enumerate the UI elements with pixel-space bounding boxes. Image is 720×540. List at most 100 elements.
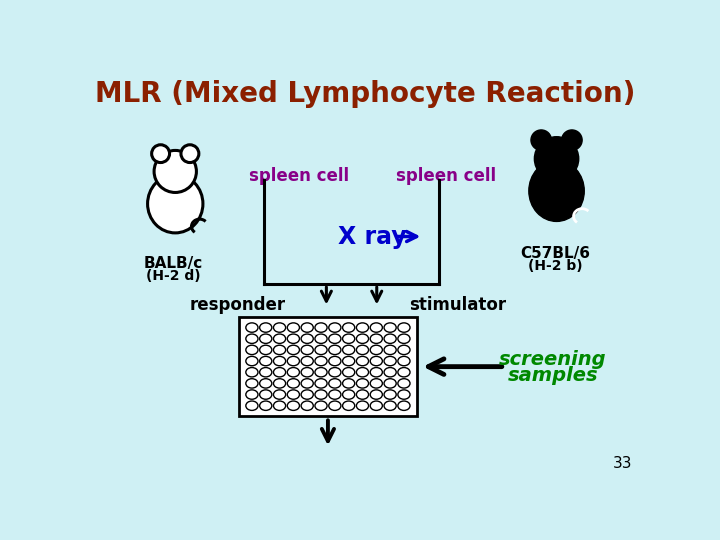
Ellipse shape [329, 390, 341, 399]
Ellipse shape [356, 345, 369, 355]
Ellipse shape [398, 401, 410, 410]
Ellipse shape [260, 334, 272, 343]
Ellipse shape [343, 345, 355, 355]
Ellipse shape [260, 401, 272, 410]
Ellipse shape [398, 323, 410, 332]
Ellipse shape [301, 379, 313, 388]
Ellipse shape [343, 356, 355, 366]
Ellipse shape [370, 323, 382, 332]
Ellipse shape [287, 401, 300, 410]
Ellipse shape [246, 368, 258, 377]
Ellipse shape [529, 160, 584, 221]
Ellipse shape [398, 390, 410, 399]
Ellipse shape [246, 390, 258, 399]
Ellipse shape [260, 345, 272, 355]
Text: X ray: X ray [338, 225, 407, 248]
Ellipse shape [260, 379, 272, 388]
Ellipse shape [356, 356, 369, 366]
Ellipse shape [329, 323, 341, 332]
Ellipse shape [398, 345, 410, 355]
Ellipse shape [356, 379, 369, 388]
Ellipse shape [148, 174, 203, 233]
Ellipse shape [315, 368, 327, 377]
Ellipse shape [315, 356, 327, 366]
Ellipse shape [343, 368, 355, 377]
Ellipse shape [343, 379, 355, 388]
Ellipse shape [370, 390, 382, 399]
Text: (H-2 b): (H-2 b) [528, 259, 582, 273]
Text: MLR (Mixed Lymphocyte Reaction): MLR (Mixed Lymphocyte Reaction) [95, 80, 635, 108]
Ellipse shape [398, 379, 410, 388]
Ellipse shape [287, 356, 300, 366]
Ellipse shape [274, 401, 286, 410]
Ellipse shape [315, 323, 327, 332]
Text: spleen cell: spleen cell [397, 167, 497, 185]
Circle shape [181, 145, 199, 163]
Ellipse shape [301, 356, 313, 366]
Text: 33: 33 [613, 456, 632, 470]
Ellipse shape [246, 323, 258, 332]
Ellipse shape [315, 401, 327, 410]
Ellipse shape [287, 323, 300, 332]
Ellipse shape [384, 379, 396, 388]
Text: stimulator: stimulator [410, 296, 507, 314]
Ellipse shape [287, 368, 300, 377]
Ellipse shape [329, 334, 341, 343]
Ellipse shape [398, 334, 410, 343]
Ellipse shape [274, 345, 286, 355]
Ellipse shape [398, 368, 410, 377]
Circle shape [562, 130, 582, 150]
Bar [239, 318, 417, 416]
Ellipse shape [384, 401, 396, 410]
Ellipse shape [329, 345, 341, 355]
Ellipse shape [246, 401, 258, 410]
Ellipse shape [356, 390, 369, 399]
Ellipse shape [384, 323, 396, 332]
Ellipse shape [274, 356, 286, 366]
Ellipse shape [246, 345, 258, 355]
Ellipse shape [329, 356, 341, 366]
Ellipse shape [370, 334, 382, 343]
Text: BALB/c: BALB/c [144, 256, 203, 271]
Circle shape [531, 130, 552, 150]
Ellipse shape [274, 390, 286, 399]
Ellipse shape [301, 390, 313, 399]
Text: screening: screening [499, 350, 606, 369]
Ellipse shape [301, 323, 313, 332]
Ellipse shape [329, 379, 341, 388]
Ellipse shape [260, 390, 272, 399]
Ellipse shape [370, 345, 382, 355]
Ellipse shape [301, 334, 313, 343]
Ellipse shape [384, 345, 396, 355]
Ellipse shape [260, 323, 272, 332]
Ellipse shape [343, 390, 355, 399]
Ellipse shape [287, 390, 300, 399]
Circle shape [154, 151, 197, 192]
Text: responder: responder [189, 296, 285, 314]
Ellipse shape [384, 356, 396, 366]
Ellipse shape [356, 323, 369, 332]
Text: (H-2 d): (H-2 d) [146, 269, 201, 283]
Ellipse shape [287, 334, 300, 343]
Ellipse shape [384, 334, 396, 343]
Ellipse shape [274, 368, 286, 377]
Ellipse shape [356, 368, 369, 377]
Ellipse shape [329, 368, 341, 377]
Ellipse shape [384, 390, 396, 399]
Ellipse shape [343, 323, 355, 332]
Ellipse shape [246, 334, 258, 343]
Ellipse shape [356, 334, 369, 343]
Ellipse shape [301, 345, 313, 355]
Ellipse shape [274, 334, 286, 343]
Ellipse shape [315, 390, 327, 399]
Ellipse shape [398, 356, 410, 366]
Circle shape [152, 145, 169, 163]
Ellipse shape [356, 401, 369, 410]
Ellipse shape [260, 356, 272, 366]
Ellipse shape [370, 356, 382, 366]
Ellipse shape [287, 345, 300, 355]
Ellipse shape [274, 379, 286, 388]
Circle shape [534, 137, 579, 181]
Ellipse shape [260, 368, 272, 377]
Ellipse shape [343, 401, 355, 410]
